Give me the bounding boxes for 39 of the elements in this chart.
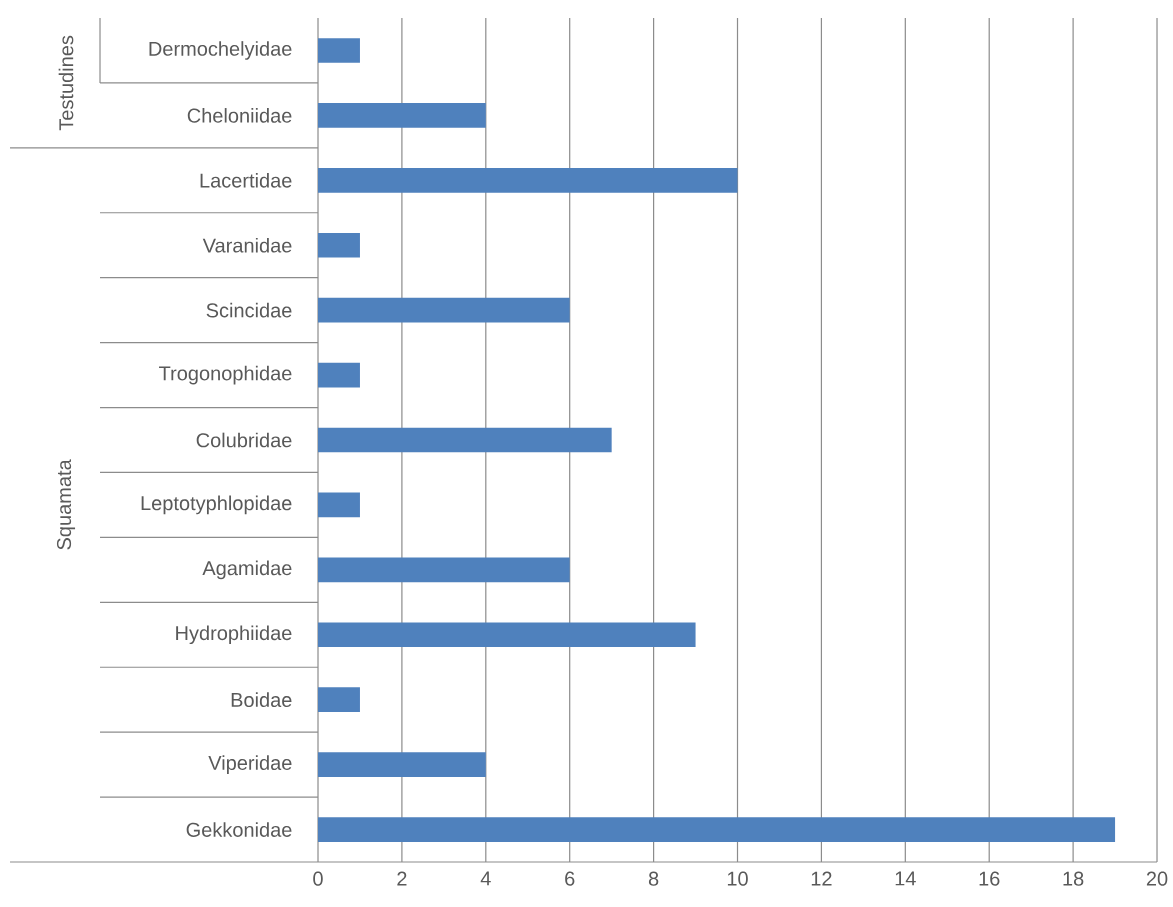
bar	[318, 687, 360, 713]
y-tick-label: Colubridae	[196, 432, 292, 448]
bar	[318, 167, 738, 193]
x-tick-label: 2	[397, 871, 407, 886]
y-tick-label: Dermochelyidae	[149, 41, 292, 60]
text: Testudines	[58, 35, 74, 131]
bar	[318, 362, 360, 388]
bar	[318, 492, 360, 518]
bar	[318, 622, 696, 648]
x-tick-label: 0	[313, 871, 323, 886]
text: Squamata	[56, 459, 76, 550]
x-tick-label: 10	[727, 871, 748, 886]
bar	[318, 103, 486, 128]
bar	[318, 38, 360, 63]
bar	[318, 232, 360, 258]
bar	[318, 297, 570, 323]
y-tick-label: Scincidae	[206, 302, 292, 318]
x-tick-label: 6	[565, 871, 575, 886]
y-tick-label: Viperidae	[208, 755, 292, 774]
x-tick-label: 14	[895, 871, 916, 886]
y-tick-label: Leptotyphlopidae	[141, 495, 292, 515]
bar	[318, 557, 570, 583]
y-tick-label: Trogonophidae	[159, 365, 292, 385]
x-tick-label: 12	[811, 871, 832, 886]
y-tick-label: Boidae	[231, 692, 292, 708]
y-tick-label: Agamidae	[202, 560, 292, 580]
y-tick-label: Hydrophiidae	[176, 625, 292, 645]
x-tick-label: 20	[1146, 871, 1168, 886]
x-tick-label: 16	[979, 871, 1000, 886]
y-tick-label: Gekkonidae	[186, 822, 292, 837]
y-tick-label: Lacertidae	[200, 172, 292, 188]
bar	[318, 817, 1116, 842]
y-tick-label: Cheloniidae	[187, 108, 292, 123]
y-tick-label: Varanidae	[202, 237, 292, 253]
bar	[318, 752, 486, 777]
x-tick-label: 18	[1063, 871, 1084, 886]
bar	[318, 427, 612, 453]
x-tick-label: 4	[480, 871, 491, 886]
x-tick-label: 8	[648, 871, 659, 886]
